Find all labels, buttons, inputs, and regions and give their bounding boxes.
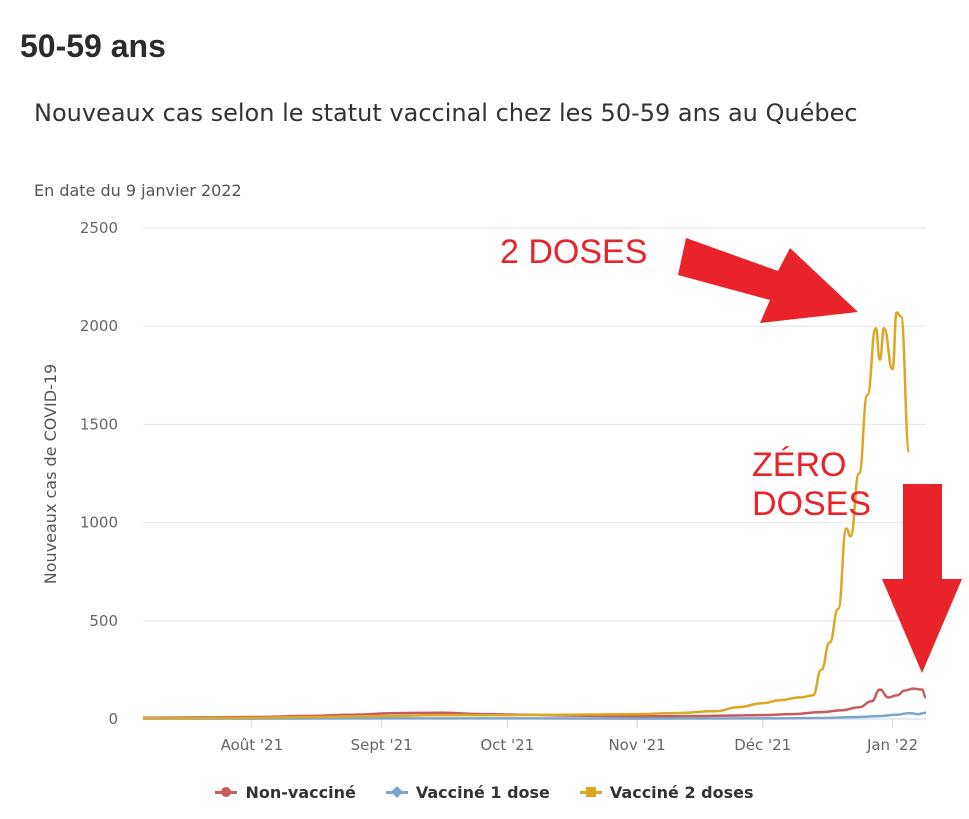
chart-legend: Non-vacciné Vacciné 1 dose Vacciné 2 doses <box>0 778 969 806</box>
y-axis-ticks: 0 500 1000 1500 2000 2500 <box>80 219 118 728</box>
legend-label: Vacciné 2 doses <box>609 782 754 802</box>
annotation-2-doses: 2 DOSES <box>500 233 648 271</box>
y-axis-label: Nouveaux cas de COVID-19 <box>41 364 60 584</box>
annotation-zero-doses: ZÉRO DOSES <box>752 446 872 523</box>
arrow-zero-doses <box>882 484 962 673</box>
y-tick-label: 1000 <box>80 514 118 532</box>
series-lines <box>142 311 927 720</box>
legend-symbol <box>579 785 602 799</box>
series-line-3 <box>142 311 911 720</box>
annotation-arrows <box>678 238 962 673</box>
series-line-2 <box>143 711 927 720</box>
y-tick-label: 0 <box>108 710 118 728</box>
y-tick-label: 500 <box>89 612 118 630</box>
legend-symbol <box>215 785 238 799</box>
chart-title: Nouveaux cas selon le statut vaccinal ch… <box>34 99 858 127</box>
x-tick-label: Jan '22 <box>866 736 918 754</box>
series-line-1 <box>142 687 927 720</box>
x-tick-label: Oct '21 <box>480 736 534 754</box>
x-tick-label: Sept '21 <box>351 736 413 754</box>
legend-label: Non-vacciné <box>245 782 356 802</box>
x-axis-ticks: Août '21 Sept '21 Oct '21 Nov '21 Déc '21 Jan… <box>221 719 918 754</box>
page-heading: 50-59 ans <box>20 28 166 64</box>
legend-symbol <box>385 785 408 799</box>
legend-item-2[interactable]: Vacciné 1 dose <box>385 782 550 802</box>
legend-item-3[interactable]: Vacciné 2 doses <box>579 782 754 802</box>
chart-subtitle: En date du 9 janvier 2022 <box>34 181 242 200</box>
x-tick-label: Nov '21 <box>608 736 665 754</box>
legend-item-1[interactable]: Non-vacciné <box>215 782 356 802</box>
arrow-2-doses <box>678 238 858 323</box>
y-tick-label: 1500 <box>80 415 118 433</box>
x-tick-label: Déc '21 <box>734 736 791 754</box>
legend-label: Vacciné 1 dose <box>415 782 550 802</box>
y-tick-label: 2500 <box>80 219 118 237</box>
y-tick-label: 2000 <box>80 317 118 335</box>
x-tick-label: Août '21 <box>221 736 284 754</box>
